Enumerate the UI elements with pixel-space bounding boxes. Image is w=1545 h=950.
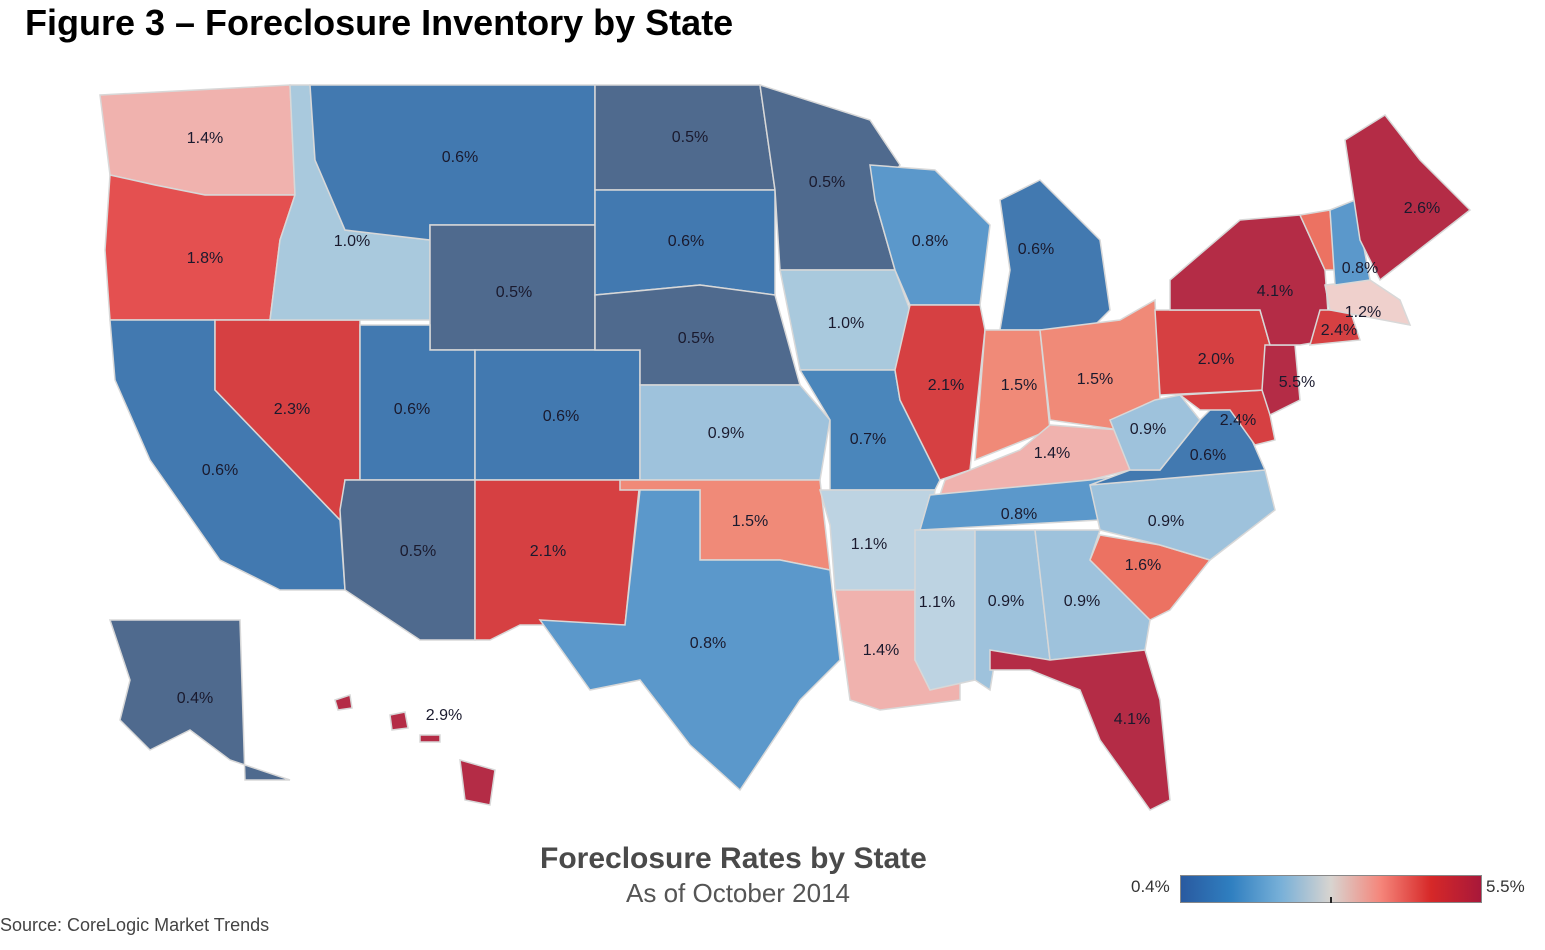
state-label-ms: 1.1%	[919, 594, 955, 611]
legend-max-label: 5.5%	[1486, 877, 1525, 896]
state-label-ar: 1.1%	[851, 536, 887, 553]
state-label-nh: 0.8%	[1342, 260, 1378, 277]
state-label-nd: 0.5%	[672, 129, 708, 146]
state-label-mi: 0.6%	[1018, 241, 1054, 258]
state-label-nc: 0.9%	[1148, 513, 1184, 530]
state-hi[interactable]	[334, 694, 353, 711]
figure-title: Figure 3 – Foreclosure Inventory by Stat…	[25, 2, 734, 43]
state-label-co: 0.6%	[543, 408, 579, 425]
state-label-mo: 0.7%	[850, 431, 886, 448]
state-hi[interactable]	[419, 734, 441, 743]
state-label-ga: 0.9%	[1064, 593, 1100, 610]
state-label-in: 1.5%	[1001, 377, 1037, 394]
state-or[interactable]	[104, 174, 297, 321]
state-label-nv: 2.3%	[274, 401, 310, 418]
state-label-az: 0.5%	[400, 543, 436, 560]
legend-tick	[1330, 897, 1332, 903]
state-label-ut: 0.6%	[394, 401, 430, 418]
state-label-va: 0.6%	[1190, 447, 1226, 464]
state-label-md: 2.4%	[1220, 412, 1256, 429]
state-me[interactable]	[1344, 114, 1472, 282]
map-title: Foreclosure Rates by State	[540, 842, 927, 875]
state-label-il: 2.1%	[928, 377, 964, 394]
state-label-ny: 4.1%	[1257, 283, 1293, 300]
state-label-wa: 1.4%	[187, 130, 223, 147]
state-ks[interactable]	[639, 384, 831, 481]
state-label-id: 1.0%	[334, 233, 370, 250]
state-label-sd: 0.6%	[668, 233, 704, 250]
state-fl[interactable]	[989, 649, 1171, 811]
state-label-wy: 0.5%	[496, 284, 532, 301]
state-label-ky: 1.4%	[1034, 445, 1070, 462]
state-label-ia: 1.0%	[828, 315, 864, 332]
state-label-mn: 0.5%	[809, 174, 845, 191]
state-wv[interactable]	[1109, 394, 1201, 471]
state-nh[interactable]	[1329, 198, 1371, 286]
state-label-tx: 0.8%	[690, 635, 726, 652]
state-label-ca: 0.6%	[202, 462, 238, 479]
state-label-me: 2.6%	[1404, 200, 1440, 217]
state-ak[interactable]	[108, 619, 291, 781]
state-nm[interactable]	[474, 479, 641, 641]
state-label-ak: 0.4%	[177, 690, 213, 707]
state-hi[interactable]	[459, 758, 496, 806]
state-label-sc: 1.6%	[1125, 557, 1161, 574]
state-label-hi: 2.9%	[426, 707, 462, 724]
state-label-wi: 0.8%	[912, 233, 948, 250]
map-subtitle: As of October 2014	[626, 878, 851, 908]
us-choropleth-map: 1.4% 1.8% 0.6% 2.3% 1.0% 0.6% 0.5% 0.6% 0.5% 0.6%…	[99, 83, 1472, 811]
source-note: Source: CoreLogic Market Trends	[0, 915, 270, 935]
state-il[interactable]	[894, 304, 986, 481]
state-label-nj: 5.5%	[1279, 374, 1315, 391]
state-label-ok: 1.5%	[732, 513, 768, 530]
state-tx[interactable]	[538, 489, 841, 792]
state-label-al: 0.9%	[988, 593, 1024, 610]
state-label-nm: 2.1%	[530, 543, 566, 560]
state-label-fl: 4.1%	[1114, 711, 1150, 728]
state-label-tn: 0.8%	[1001, 506, 1037, 523]
state-label-la: 1.4%	[863, 642, 899, 659]
state-hi[interactable]	[389, 711, 409, 731]
state-label-wv: 0.9%	[1130, 421, 1166, 438]
state-label-or: 1.8%	[187, 250, 223, 267]
state-label-oh: 1.5%	[1077, 371, 1113, 388]
state-az[interactable]	[339, 479, 476, 641]
state-ms[interactable]	[914, 529, 976, 691]
state-label-ne: 0.5%	[678, 330, 714, 347]
state-label-ma: 1.2%	[1345, 304, 1381, 321]
legend-min-label: 0.4%	[1131, 877, 1170, 896]
state-label-ct: 2.4%	[1321, 322, 1357, 339]
state-label-mt: 0.6%	[442, 149, 478, 166]
state-label-pa: 2.0%	[1198, 351, 1234, 368]
state-label-ks: 0.9%	[708, 425, 744, 442]
state-mi[interactable]	[999, 179, 1111, 331]
